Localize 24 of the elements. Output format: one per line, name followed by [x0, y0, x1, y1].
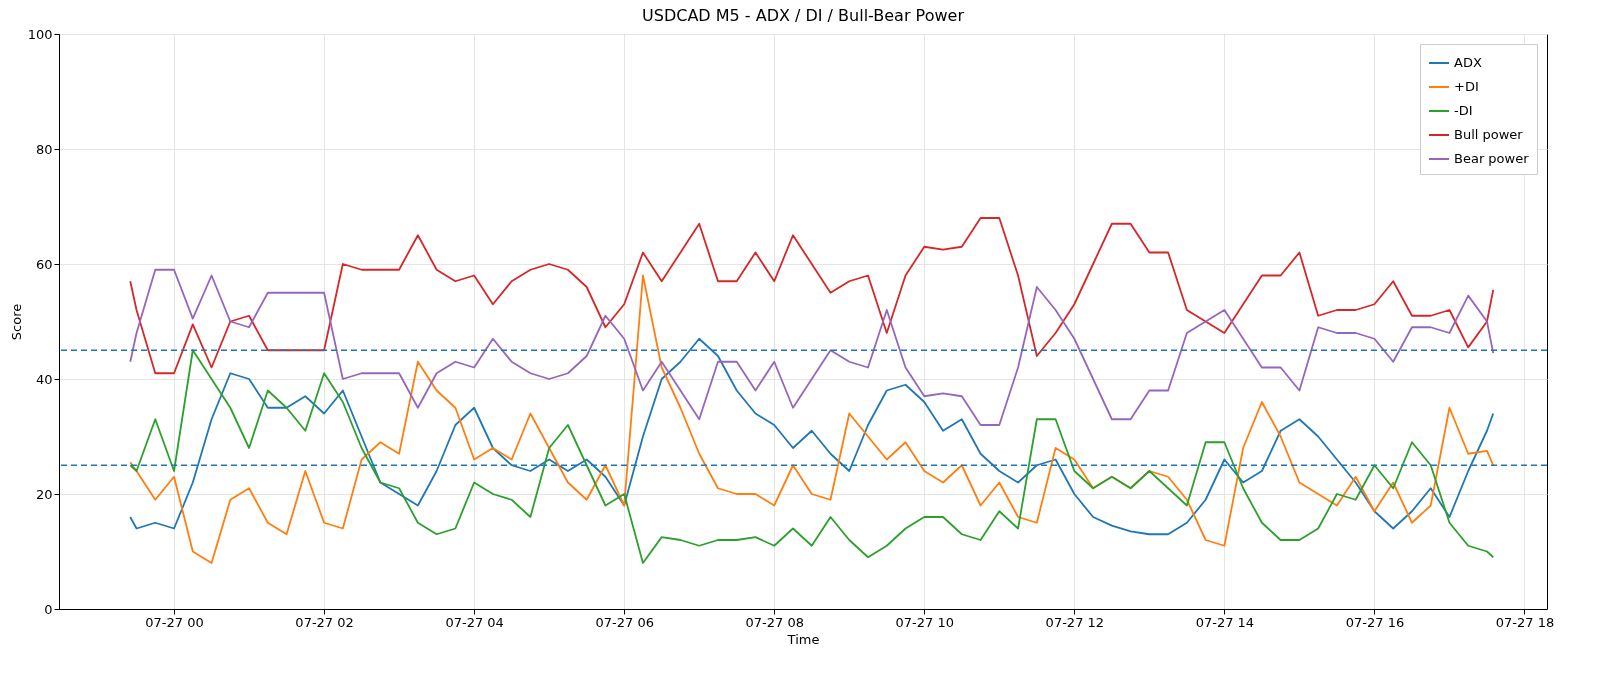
x-tick-label: 07-27 10: [895, 614, 955, 630]
y-tick-label: 40: [35, 371, 53, 387]
x-tick-label: 07-27 16: [1345, 614, 1405, 630]
legend-label: Bull power: [1454, 127, 1524, 142]
legend-label: +DI: [1454, 79, 1479, 94]
x-tick-label: 07-27 12: [1045, 614, 1105, 630]
y-axis-title: Score: [8, 303, 24, 341]
x-tick-label: 07-27 14: [1195, 614, 1255, 630]
x-tick-label: 07-27 18: [1495, 614, 1555, 630]
x-tick-label: 07-27 04: [445, 614, 504, 630]
x-tick-label: 07-27 00: [145, 614, 204, 630]
x-tick-label: 07-27 06: [595, 614, 654, 630]
legend-label: ADX: [1454, 55, 1482, 70]
y-tick-label: 20: [35, 486, 53, 502]
y-tick-label: 60: [35, 256, 53, 272]
y-tick-label: 100: [27, 26, 53, 42]
legend-label: -DI: [1454, 103, 1473, 118]
y-tick-label: 80: [35, 141, 53, 157]
y-tick-label: 0: [44, 601, 53, 617]
legend-label: Bear power: [1454, 151, 1530, 166]
x-axis-title: Time: [786, 631, 820, 647]
chart-title: USDCAD M5 - ADX / DI / Bull-Bear Power: [642, 6, 965, 25]
x-tick-label: 07-27 08: [745, 614, 804, 630]
x-tick-label: 07-27 02: [295, 614, 354, 630]
